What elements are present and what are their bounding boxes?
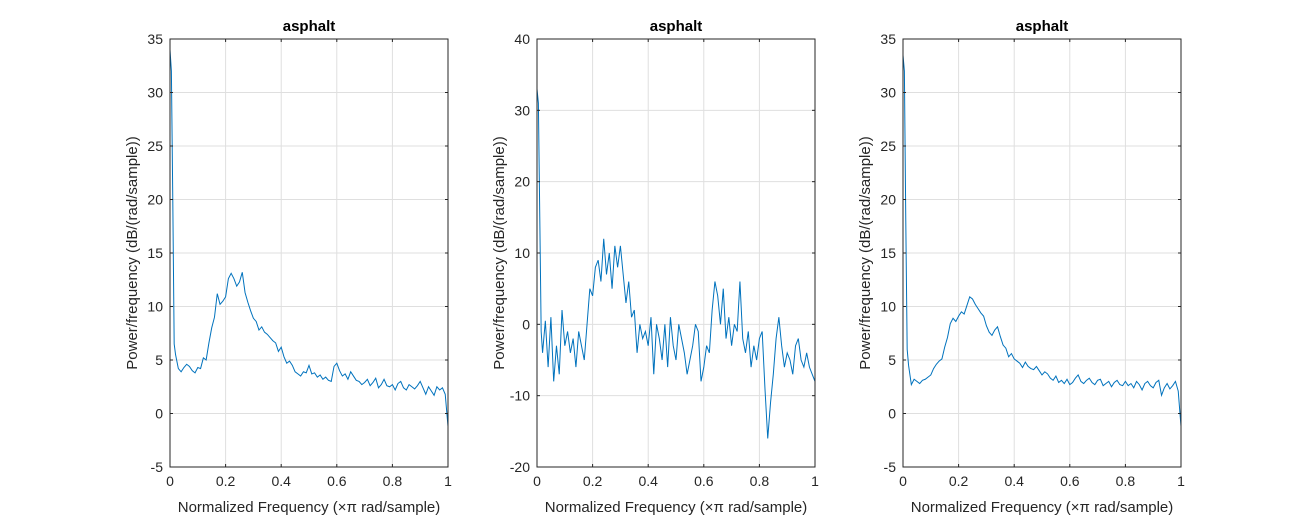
x-tick-label: 0.2 xyxy=(216,473,236,489)
x-tick-label: 0.8 xyxy=(383,473,403,489)
y-tick-label: 20 xyxy=(514,174,530,190)
x-tick-label: 0.4 xyxy=(271,473,291,489)
y-tick-label: -5 xyxy=(151,459,164,475)
x-tick-label: 0.8 xyxy=(1116,473,1136,489)
x-tick-label: 0.2 xyxy=(583,473,603,489)
subplot-2: 0 0.2 0.4 0.6 0.8 1 -20 -10 0 10 20 30 40 asphalt Norm… xyxy=(491,18,819,516)
y-tick-label: 20 xyxy=(880,192,896,208)
x-tick-label: 1 xyxy=(444,473,452,489)
y-tick-label: 35 xyxy=(880,31,896,47)
x-tick-label: 1 xyxy=(1177,473,1185,489)
y-tick-label: -20 xyxy=(510,459,530,475)
subplot-3: 0 0.2 0.4 0.6 0.8 1-505101520253035asphaltNor… xyxy=(857,18,1185,516)
y-tick-label: 5 xyxy=(888,352,896,368)
chart-title: asphalt xyxy=(283,18,336,35)
y-tick-label: 15 xyxy=(880,245,896,261)
chart-title: asphalt xyxy=(1016,18,1069,35)
x-tick-label: 0.6 xyxy=(1060,473,1080,489)
x-tick-label: 0.6 xyxy=(694,473,714,489)
y-tick-label: 30 xyxy=(147,85,163,101)
y-tick-label: 10 xyxy=(514,245,530,261)
y-tick-label: -10 xyxy=(510,388,530,404)
chart-title: asphalt xyxy=(650,18,703,35)
series-line xyxy=(903,55,1181,427)
x-axis-label: Normalized Frequency (×π rad/sample) xyxy=(545,499,808,516)
y-axis-label: Power/frequency (dB/(rad/sample)) xyxy=(491,136,508,369)
y-tick-label: 35 xyxy=(147,31,163,47)
y-tick-label: 10 xyxy=(880,299,896,315)
y-tick-label: 30 xyxy=(514,102,530,118)
y-tick-label: 10 xyxy=(147,299,163,315)
y-tick-label: 20 xyxy=(147,192,163,208)
x-tick-label: 0.6 xyxy=(327,473,347,489)
y-tick-label: 0 xyxy=(888,406,896,422)
x-tick-label: 0 xyxy=(166,473,174,489)
x-tick-label: 0 xyxy=(533,473,541,489)
y-tick-label: -5 xyxy=(884,459,897,475)
y-tick-label: 30 xyxy=(880,85,896,101)
x-tick-label: 0 xyxy=(899,473,907,489)
y-tick-label: 5 xyxy=(155,352,163,368)
y-tick-label: 0 xyxy=(155,406,163,422)
y-tick-label: 25 xyxy=(147,138,163,154)
y-tick-label: 25 xyxy=(880,138,896,154)
x-tick-label: 0.2 xyxy=(949,473,969,489)
x-tick-label: 1 xyxy=(811,473,819,489)
series-line xyxy=(537,88,815,439)
y-axis-label: Power/frequency (dB/(rad/sample)) xyxy=(857,136,874,369)
x-tick-label: 0.4 xyxy=(1004,473,1024,489)
y-tick-label: 15 xyxy=(147,245,163,261)
x-tick-label: 0.8 xyxy=(750,473,770,489)
y-tick-label: 0 xyxy=(522,316,530,332)
series-line xyxy=(170,49,448,427)
y-tick-label: 40 xyxy=(514,31,530,47)
x-axis-label: Normalized Frequency (×π rad/sample) xyxy=(911,499,1174,516)
subplot-1: 0 0.2 0.4 0.6 0.8 1-505101520253035asphaltNor… xyxy=(124,18,452,516)
y-axis-label: Power/frequency (dB/(rad/sample)) xyxy=(124,136,141,369)
x-tick-label: 0.4 xyxy=(638,473,658,489)
x-axis-label: Normalized Frequency (×π rad/sample) xyxy=(178,499,441,516)
